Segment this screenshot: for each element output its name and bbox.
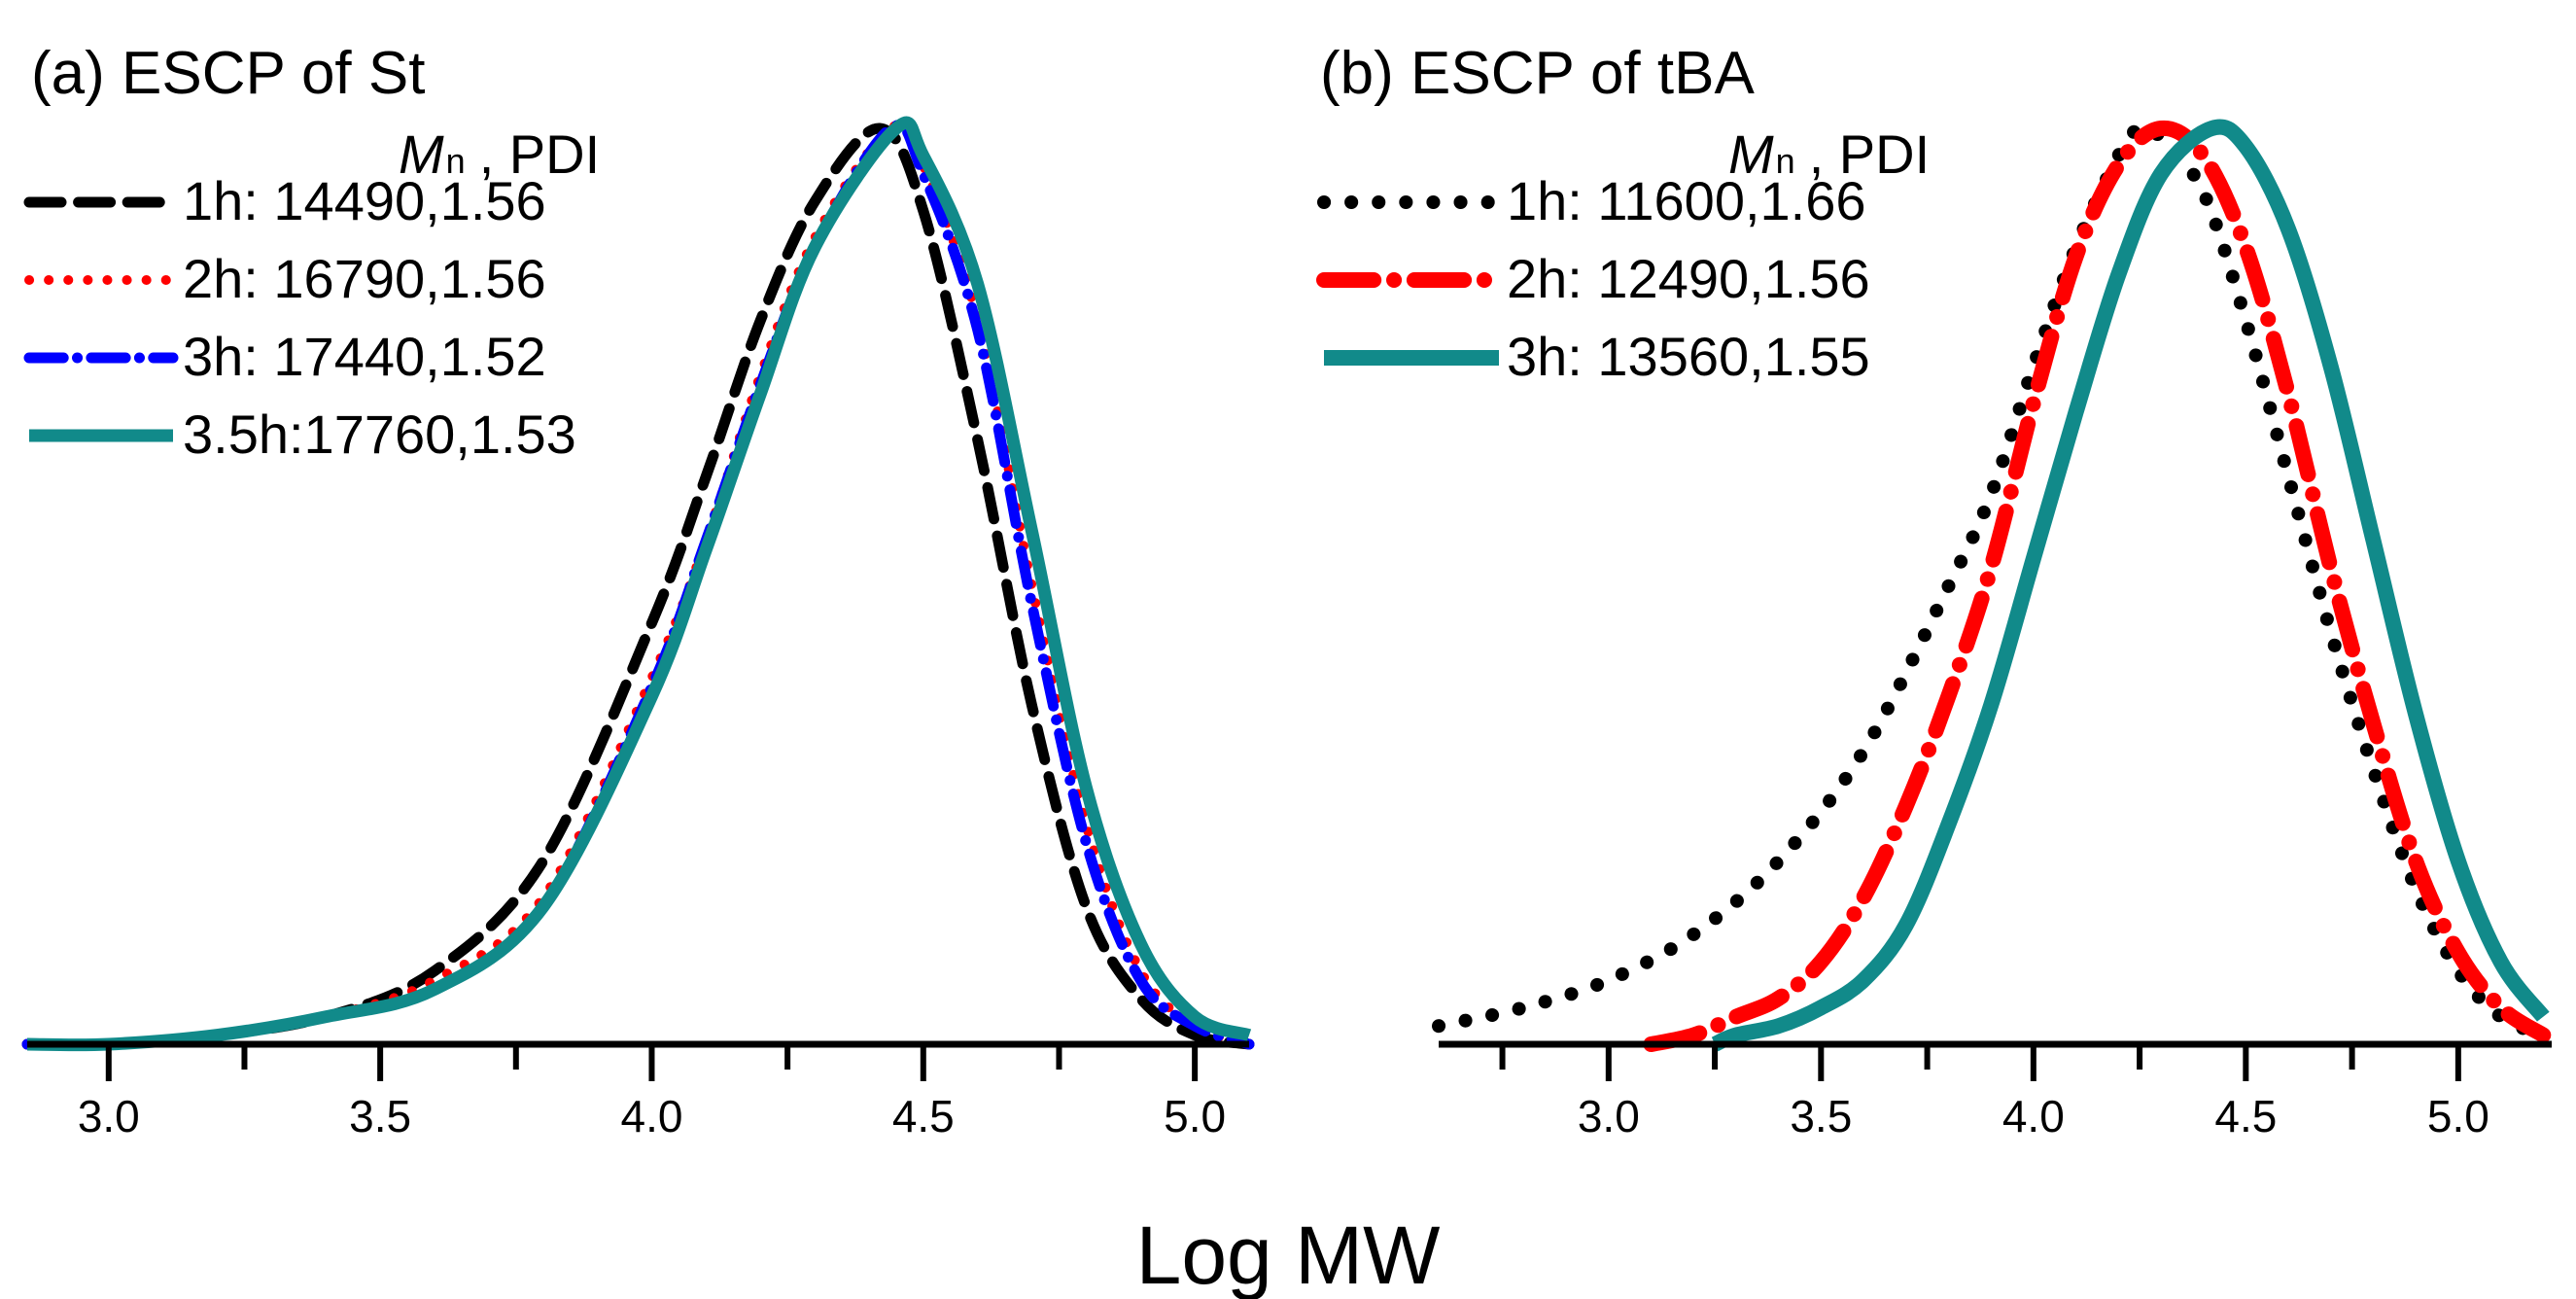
panel-b-title: (b) ESCP of tBA — [1320, 40, 1755, 107]
pdi-label: , PDI — [479, 123, 600, 185]
mn-subscript: n — [1776, 141, 1795, 181]
panel-a-legend: Mn , PDI 1h: 14490,1.56 2h: 16790,1.56 3h: … — [23, 123, 600, 465]
panel-a-title: (a) ESCP of St — [31, 40, 425, 107]
mn-symbol: M — [399, 123, 444, 185]
series-line-4 — [26, 116, 1252, 1052]
x-tick-label: 3.0 — [78, 1091, 140, 1141]
series-line-3 — [1711, 119, 2550, 1052]
x-tick-label: 4.5 — [2214, 1091, 2277, 1141]
pdi-label: , PDI — [1809, 123, 1930, 185]
panel-a-legend-header: Mn , PDI — [399, 123, 600, 185]
series-line-2 — [1643, 120, 2552, 1052]
mn-symbol: M — [1728, 123, 1774, 185]
legend-entry-3: 3h: 13560,1.55 — [1507, 326, 1870, 387]
mn-subscript: n — [446, 141, 466, 181]
panel-b-legend-header: Mn , PDI — [1728, 123, 1930, 185]
x-tick-label: 5.0 — [1164, 1091, 1226, 1141]
panel-a-ticks: 3.0 3.5 4.0 4.5 5.0 — [78, 1044, 1226, 1141]
x-tick-label: 3.0 — [1578, 1091, 1640, 1141]
panel-b-legend: Mn , PDI 1h: 11600,1.66 2h: 12490,1.56 3h: … — [1316, 123, 1930, 387]
panel-a: 3.0 3.5 4.0 4.5 5.0 (a) ESCP of St Mn , PDI 1… — [21, 40, 1255, 1141]
x-tick-label: 4.5 — [892, 1091, 955, 1141]
legend-entry-2: 2h: 16790,1.56 — [183, 248, 546, 309]
x-tick-label: 4.0 — [620, 1091, 682, 1141]
panel-b: 3.0 3.5 4.0 4.5 5.0 (b) ESCP of tBA Mn , PDI … — [1316, 40, 2552, 1141]
x-tick-label: 4.0 — [2002, 1091, 2065, 1141]
legend-entry-1: 1h: 11600,1.66 — [1507, 170, 1866, 231]
panel-b-curves — [1432, 119, 2552, 1052]
panel-b-ticks: 3.0 3.5 4.0 4.5 5.0 — [1499, 1044, 2489, 1141]
legend-entry-1: 1h: 14490,1.56 — [183, 170, 546, 231]
legend-entry-3: 3h: 17440,1.52 — [183, 326, 546, 387]
legend-entry-2: 2h: 12490,1.56 — [1507, 248, 1870, 309]
panel-a-curves — [21, 116, 1255, 1052]
x-tick-label: 5.0 — [2427, 1091, 2489, 1141]
legend-entry-4: 3.5h:17760,1.53 — [183, 404, 576, 465]
x-tick-label: 3.5 — [1790, 1091, 1852, 1141]
x-tick-label: 3.5 — [349, 1091, 411, 1141]
x-axis-label: Log MW — [1136, 1210, 1441, 1299]
